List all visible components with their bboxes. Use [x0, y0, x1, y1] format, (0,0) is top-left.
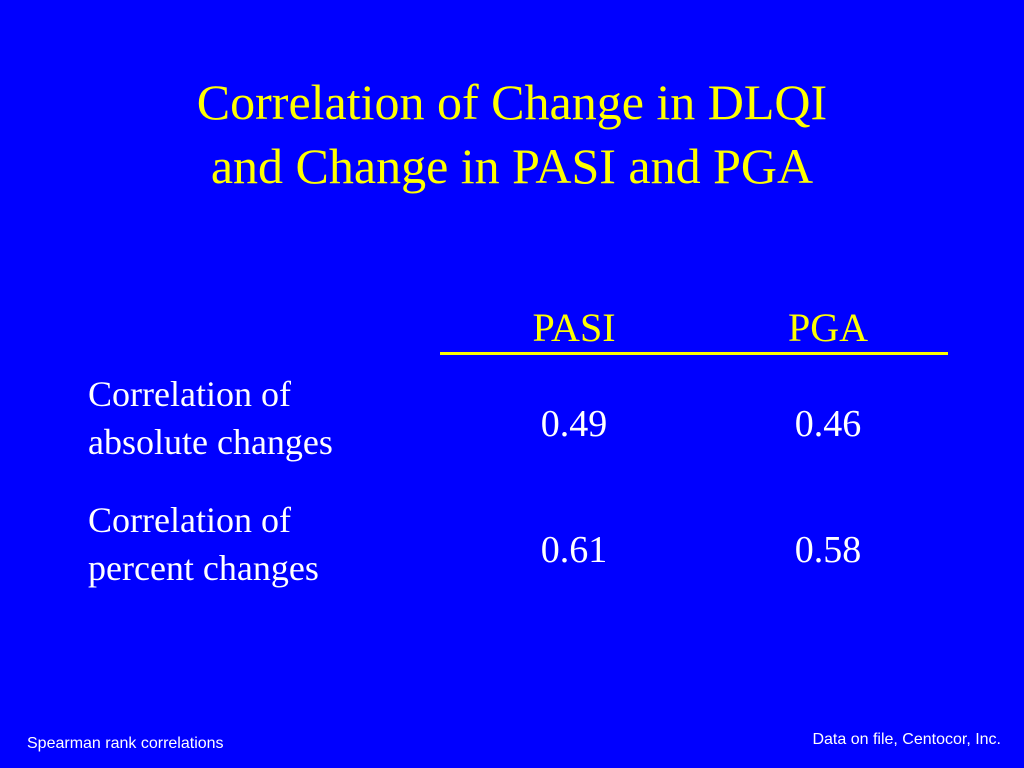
column-header-pga: PGA: [787, 305, 869, 350]
cell-percent-pga: 0.58: [794, 529, 862, 571]
header-divider: [440, 352, 948, 355]
footnote-source: Data on file, Centocor, Inc.: [812, 731, 1001, 748]
row-label-line: percent changes: [88, 548, 319, 588]
row-label-absolute-changes: Correlation of absolute changes: [88, 370, 333, 466]
slide-title: Correlation of Change in DLQI and Change…: [0, 70, 1024, 198]
row-label-line: absolute changes: [88, 422, 333, 462]
title-line-2: and Change in PASI and PGA: [210, 138, 814, 194]
row-label-percent-changes: Correlation of percent changes: [88, 496, 319, 592]
cell-percent-pasi: 0.61: [540, 529, 608, 571]
row-label-line: Correlation of: [88, 500, 291, 540]
cell-absolute-pga: 0.46: [794, 403, 862, 445]
footnote-method: Spearman rank correlations: [27, 735, 224, 752]
column-header-pasi: PASI: [532, 305, 616, 350]
cell-absolute-pasi: 0.49: [540, 403, 608, 445]
row-label-line: Correlation of: [88, 374, 291, 414]
title-line-1: Correlation of Change in DLQI: [196, 74, 828, 130]
